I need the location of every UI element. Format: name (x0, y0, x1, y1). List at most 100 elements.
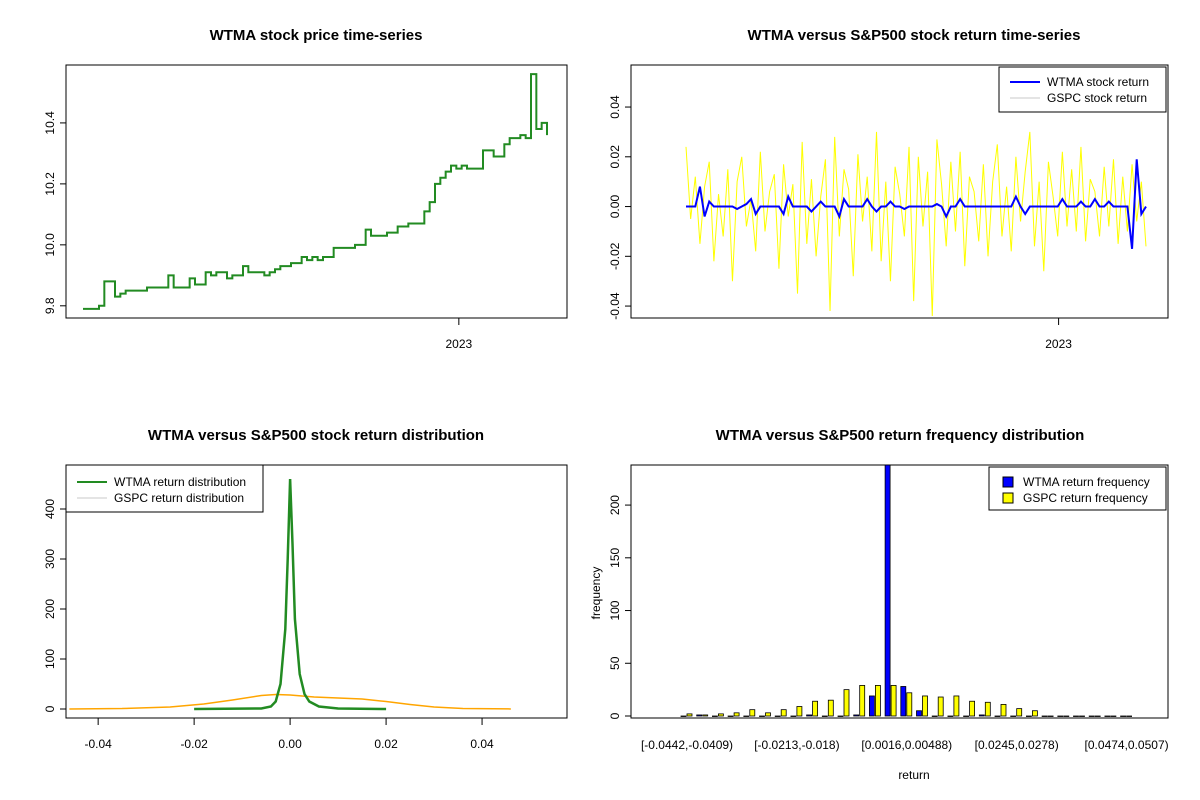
wtma-bar (1026, 715, 1032, 717)
wtma-bar (1104, 715, 1111, 717)
gspc-bar (1094, 715, 1101, 717)
gspc-bar (937, 696, 944, 717)
y-tick-label: 10.4 (43, 111, 57, 135)
y-tick-label: 100 (608, 600, 622, 620)
chart-title: WTMA stock price time-series (210, 27, 423, 44)
y-tick-label: 200 (43, 599, 57, 619)
x-tick-label: 2023 (445, 337, 472, 351)
x-tick-label: 0.04 (470, 737, 494, 751)
x-tick-label: 2023 (1045, 337, 1072, 351)
wtma-bar (696, 714, 703, 717)
wtma-bar (869, 695, 875, 717)
legend-box (998, 66, 1167, 113)
gspc-bar (702, 714, 709, 717)
y-tick-label: 400 (43, 499, 57, 519)
x-tick-label: 0.00 (278, 737, 302, 751)
legend-swatch (1002, 476, 1014, 488)
gspc-bar (859, 685, 866, 717)
legend-label: GSPC stock return (1047, 91, 1147, 105)
plot-frame (65, 464, 568, 719)
wtma-bar (759, 715, 765, 717)
y-axis-label: frequency (589, 567, 603, 620)
gspc-bar (1126, 715, 1132, 717)
x-category-label: [-0.0213,-0.018) (754, 738, 839, 752)
gspc-bar (1110, 715, 1117, 717)
wtma-bar (947, 715, 954, 717)
x-category-label: [0.0245,0.0278) (975, 738, 1059, 752)
y-tick-label: 10.2 (43, 172, 57, 196)
y-tick-label: 0 (608, 712, 622, 719)
gspc-bar (765, 712, 771, 717)
gspc-bar (875, 685, 881, 717)
x-category-label: [0.0016,0.00488) (861, 738, 952, 752)
legend-box (988, 466, 1167, 511)
y-tick-label: 100 (43, 649, 57, 669)
y-tick-label: -0.02 (608, 242, 622, 270)
legend-box (65, 464, 264, 513)
price-line (83, 73, 548, 310)
wtma-bar (916, 710, 922, 717)
gspc-bar (969, 700, 975, 717)
plot-frame (630, 64, 1169, 319)
wtma-bar (963, 715, 969, 717)
y-tick-label: 150 (608, 547, 622, 567)
y-tick-label: 9.8 (43, 297, 57, 314)
gspc-bar (796, 706, 803, 717)
legend-swatch (1002, 492, 1014, 504)
wtma-bar (837, 715, 844, 717)
gspc-return-line (685, 131, 1147, 317)
gspc-bar (890, 685, 897, 717)
wtma-bar (806, 714, 812, 717)
y-tick-label: 200 (608, 495, 622, 515)
gspc-bar (1032, 710, 1038, 717)
y-tick-label: 0.02 (608, 145, 622, 169)
plot-frame (630, 464, 1169, 719)
plot-frame (65, 64, 568, 319)
chart-title: WTMA versus S&P500 stock return time-ser… (748, 27, 1081, 44)
gspc-bar (749, 709, 756, 717)
wtma-bar (853, 714, 860, 717)
wtma-bar (821, 715, 828, 717)
y-tick-label: 10.0 (43, 233, 57, 257)
wtma-bar (1057, 715, 1064, 717)
wtma-bar (1041, 715, 1048, 717)
y-tick-label: 0.04 (608, 95, 622, 119)
wtma-bar (743, 715, 750, 717)
gspc-bar (1000, 703, 1007, 717)
legend-label: WTMA return frequency (1023, 475, 1150, 489)
wtma-bar (884, 464, 891, 717)
wtma-bar (790, 715, 797, 717)
y-tick-label: 0 (43, 705, 57, 712)
gspc-bar (686, 713, 693, 717)
gspc-bar (827, 699, 834, 717)
x-category-label: [0.0474,0.0507) (1085, 738, 1169, 752)
gspc-bar (733, 712, 740, 717)
wtma-bar (994, 715, 1001, 717)
wtma-bar (1073, 715, 1079, 717)
legend-label: WTMA return distribution (114, 475, 246, 489)
wtma-bar (1010, 715, 1017, 717)
gspc-bar (922, 695, 928, 717)
x-tick-label: -0.04 (84, 737, 112, 751)
x-tick-label: 0.02 (374, 737, 398, 751)
chart-title: WTMA versus S&P500 stock return distribu… (148, 427, 484, 444)
wtma-bar (931, 715, 938, 717)
gspc-bar (780, 709, 787, 717)
gspc-bar (843, 689, 850, 717)
y-tick-label: -0.04 (608, 292, 622, 320)
chart-title: WTMA versus S&P500 return frequency dist… (716, 427, 1085, 444)
gspc-bar (984, 701, 991, 717)
x-tick-label: -0.02 (180, 737, 208, 751)
legend-label: GSPC return frequency (1023, 491, 1148, 505)
wtma-bar (1120, 715, 1126, 717)
wtma-bar (680, 715, 687, 717)
y-tick-label: 50 (608, 656, 622, 670)
gspc-bar (718, 713, 724, 717)
wtma-bar (774, 715, 781, 717)
gspc-bar (1016, 708, 1023, 717)
legend-label: GSPC return distribution (114, 491, 244, 505)
legend-label: WTMA stock return (1047, 75, 1149, 89)
wtma-bar (1088, 715, 1095, 717)
wtma-bar (727, 715, 734, 717)
wtma-return-line (686, 159, 1147, 249)
